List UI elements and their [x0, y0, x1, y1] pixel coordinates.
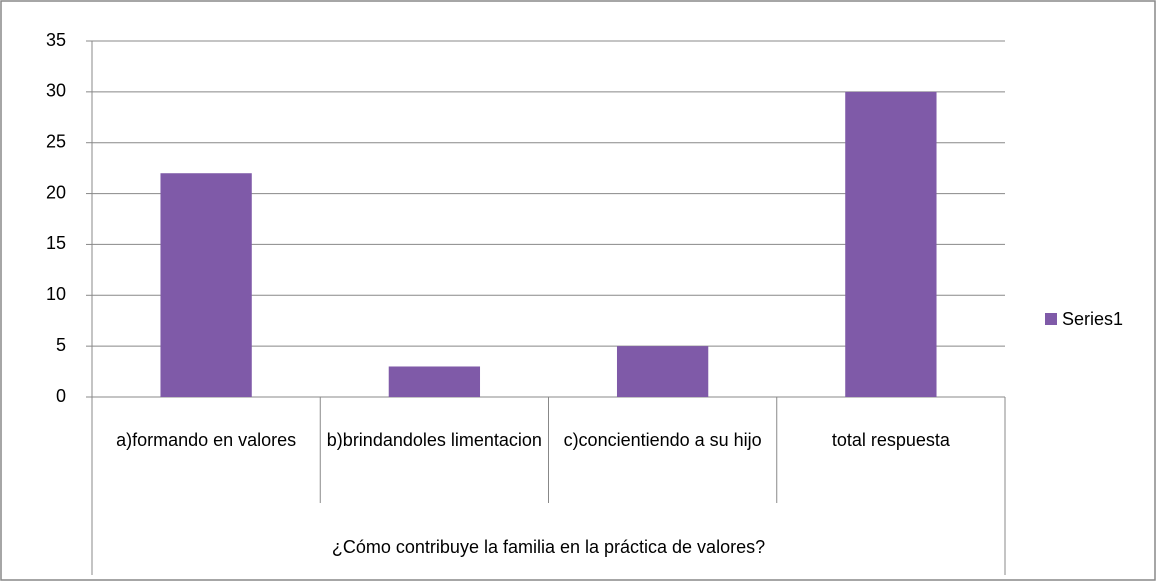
- x-tick-label: total respuesta: [831, 430, 950, 450]
- bar: [845, 91, 937, 397]
- y-tick-label: 30: [46, 81, 66, 101]
- x-tick-label: c)concientiendo a su hijo: [563, 430, 762, 450]
- x-tick-label: a)formando en valores: [116, 430, 297, 450]
- y-tick-label: 0: [56, 386, 66, 406]
- y-tick-label: 15: [46, 233, 66, 253]
- y-tick-label: 10: [46, 284, 66, 304]
- x-tick-label: b)brindandoles limentacion: [326, 430, 542, 450]
- y-tick-label: 20: [46, 182, 66, 202]
- y-tick-label: 5: [56, 335, 66, 355]
- bar: [160, 173, 252, 397]
- bar: [388, 366, 481, 397]
- x-axis-label: ¿Cómo contribuye la familia en la prácti…: [332, 537, 765, 557]
- legend-label: Series1: [1062, 309, 1123, 329]
- legend-swatch: [1045, 313, 1057, 325]
- bar: [616, 346, 709, 397]
- y-tick-label: 25: [46, 131, 66, 151]
- y-tick-label: 35: [46, 30, 66, 50]
